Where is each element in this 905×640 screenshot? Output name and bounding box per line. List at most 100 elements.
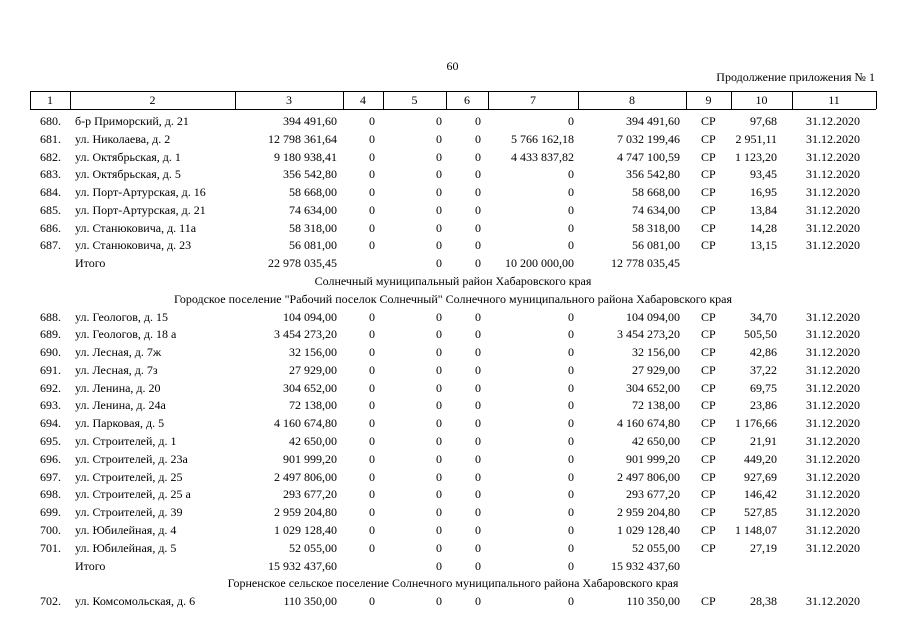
table-cell: СР: [701, 327, 716, 342]
table-cell: 0: [436, 398, 442, 413]
table-cell: СР: [701, 309, 716, 324]
table-cell: 0: [369, 149, 375, 164]
table-cell: 0: [369, 114, 375, 128]
table-cell: 689.: [40, 327, 61, 342]
table-cell: 0: [369, 451, 375, 466]
table-cell: 0: [436, 469, 442, 484]
table-cell: СР: [701, 380, 716, 395]
table-cell: ул. Станюковича, д. 11а: [75, 220, 197, 235]
header-border: [30, 109, 876, 110]
table-cell: ул. Лесная, д. 7з: [75, 362, 158, 377]
table-cell: 0: [369, 594, 375, 609]
table-cell: 31.12.2020: [806, 114, 860, 128]
table-cell: ул. Ленина, д. 24а: [75, 398, 166, 413]
table-cell: ул. Строителей, д. 1: [75, 434, 177, 449]
table-cell: СР: [701, 505, 716, 520]
section-heading: Горненское сельское поселение Солнечного…: [227, 576, 679, 591]
table-cell: 293 677,20: [626, 487, 680, 502]
table-cell: 42 650,00: [289, 434, 337, 449]
table-cell: 56 081,00: [632, 238, 680, 253]
table-cell: 0: [369, 487, 375, 502]
table-cell: СР: [701, 451, 716, 466]
table-cell: 0: [369, 185, 375, 200]
table-cell: 15 932 437,60: [611, 558, 680, 573]
table-cell: 0: [568, 540, 574, 555]
table-cell: 0: [475, 594, 481, 609]
table-cell: 34,70: [750, 309, 777, 324]
table-cell: 31.12.2020: [806, 131, 860, 146]
table-cell: 0: [568, 594, 574, 609]
table-cell: 37,22: [750, 362, 777, 377]
caption: Продолжение приложения № 1: [716, 70, 875, 84]
table-cell: 0: [369, 131, 375, 146]
table-cell: 0: [369, 398, 375, 413]
table-cell: 69,75: [750, 380, 777, 395]
table-cell: 527,85: [744, 505, 777, 520]
table-cell: 0: [568, 469, 574, 484]
table-cell: 688.: [40, 309, 61, 324]
table-cell: 0: [475, 345, 481, 360]
table-cell: ул. Строителей, д. 23а: [75, 451, 188, 466]
table-cell: 4 433 837,82: [511, 149, 574, 164]
table-cell: 0: [436, 380, 442, 395]
table-cell: 1 123,20: [735, 149, 777, 164]
table-cell: 74 634,00: [632, 202, 680, 217]
table-cell: 2 951,11: [735, 131, 777, 146]
table-cell: ул. Строителей, д. 25 а: [75, 487, 191, 502]
table-cell: 31.12.2020: [806, 416, 860, 431]
table-cell: 58 318,00: [289, 220, 337, 235]
table-cell: 31.12.2020: [806, 522, 860, 537]
table-cell: СР: [701, 362, 716, 377]
header-cell: 7: [530, 93, 536, 107]
table-cell: 693.: [40, 398, 61, 413]
table-cell: 0: [436, 434, 442, 449]
table-cell: СР: [701, 416, 716, 431]
table-cell: 21,91: [750, 434, 777, 449]
table-cell: 0: [436, 522, 442, 537]
table-cell: 0: [568, 220, 574, 235]
table-cell: 901 999,20: [626, 451, 680, 466]
header-cell: 3: [286, 93, 292, 107]
table-cell: 10 200 000,00: [505, 256, 574, 271]
table-cell: 0: [475, 185, 481, 200]
table-cell: 0: [568, 362, 574, 377]
table-cell: 0: [568, 398, 574, 413]
table-cell: 695.: [40, 434, 61, 449]
table-cell: ул. Ленина, д. 20: [75, 380, 161, 395]
table-cell: 0: [369, 416, 375, 431]
table-cell: 0: [475, 220, 481, 235]
table-cell: 0: [436, 185, 442, 200]
table-cell: 4 160 674,80: [617, 416, 680, 431]
table-cell: 0: [568, 345, 574, 360]
table-cell: СР: [701, 220, 716, 235]
table-cell: ул. Геологов, д. 15: [75, 309, 169, 324]
table-cell: 31.12.2020: [806, 238, 860, 253]
table-cell: 0: [568, 434, 574, 449]
table-cell: 694.: [40, 416, 61, 431]
table-cell: 0: [475, 202, 481, 217]
table-cell: 700.: [40, 522, 61, 537]
table-cell: 0: [475, 238, 481, 253]
table-cell: 52 055,00: [289, 540, 337, 555]
table-cell: СР: [701, 185, 716, 200]
table-cell: 3 454 273,20: [274, 327, 337, 342]
table-cell: 304 652,00: [626, 380, 680, 395]
table-cell: 0: [568, 309, 574, 324]
table-cell: 0: [568, 327, 574, 342]
table-cell: 13,15: [750, 238, 777, 253]
table-cell: 12 798 361,64: [268, 131, 337, 146]
table-cell: 0: [369, 380, 375, 395]
section-heading: Городское поселение "Рабочий поселок Сол…: [173, 291, 733, 306]
table-cell: 16,95: [750, 185, 777, 200]
table-cell: 0: [475, 114, 481, 128]
table-cell: 683.: [40, 167, 61, 182]
table-cell: ул. Октябрьская, д. 5: [75, 167, 181, 182]
table-cell: 7 032 199,46: [617, 131, 680, 146]
table-cell: СР: [701, 238, 716, 253]
table-cell: 701.: [40, 540, 61, 555]
table-cell: 699.: [40, 505, 61, 520]
table-cell: 0: [369, 522, 375, 537]
table-cell: 0: [436, 594, 442, 609]
header-border: [578, 91, 579, 109]
section-heading: Солнечный муниципальный район Хабаровско…: [314, 274, 592, 289]
